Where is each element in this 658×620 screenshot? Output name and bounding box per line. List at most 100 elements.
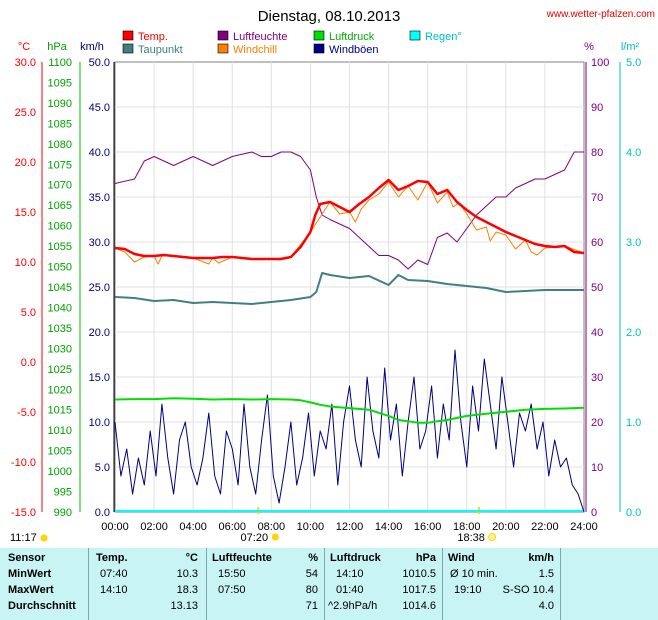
pressure-tick-label: 1070 [48, 180, 72, 192]
x-tick-label: 18:00 [453, 521, 481, 533]
x-tick-label: 10:00 [297, 521, 325, 533]
temp-tick-label: 10.0 [15, 257, 36, 269]
header-wind-unit: km/h [528, 552, 554, 564]
x-tick-label: 16:00 [414, 521, 442, 533]
series-luftfeuchte-line [114, 151, 584, 270]
temp-tick-label: 15.0 [15, 207, 36, 219]
temp-tick-label: 5.0 [21, 307, 36, 319]
pressure-tick-label: 1025 [48, 364, 72, 376]
humidity-value: 54 [305, 568, 318, 580]
x-tick-label: 14:00 [375, 521, 403, 533]
wind-tick-label: 5.0 [95, 462, 110, 474]
temp-tick-label: -10.0 [11, 457, 36, 469]
stats-row-max: MaxWert 14:10 18.3 07:50 80 01:40 1017.5… [0, 582, 658, 597]
x-tick-label: 08:00 [258, 521, 286, 533]
pressure-tick-label: 1080 [48, 139, 72, 151]
sunset-icon [488, 533, 497, 541]
rain-tick-label: 4.0 [626, 147, 641, 159]
column-divider [442, 548, 443, 620]
column-divider [88, 548, 89, 620]
row-label: MaxWert [8, 584, 54, 596]
header-pressure: Luftdruck [330, 552, 381, 564]
pressure-tick-label: 1100 [48, 57, 72, 69]
x-tick-label: 20:00 [492, 521, 520, 533]
header-humidity: Luftfeuchte [212, 552, 272, 564]
pressure-tick-label: 1060 [48, 221, 72, 233]
pressure-tick-label: 1090 [48, 98, 72, 110]
stats-header-row: Sensor Temp. °C Luftfeuchte % Luftdruck … [0, 550, 658, 565]
legend-swatch [313, 30, 325, 41]
wind-tick-label: 35.0 [89, 192, 110, 204]
temp-tick-label: -5.0 [17, 407, 36, 419]
pressure-tick-label: 1055 [48, 241, 72, 253]
humidity-time: 07:50 [218, 584, 246, 596]
pressure-tick-label: 1030 [48, 343, 72, 355]
x-tick-label: 00:00 [101, 521, 129, 533]
legend-swatch [122, 43, 134, 54]
pressure-tick-label: 1085 [48, 118, 72, 130]
pressure-axis-unit: hPa [47, 41, 67, 53]
series-temp-line [114, 178, 585, 261]
header-wind: Wind [448, 552, 475, 564]
wind-time: 19:10 [454, 584, 482, 596]
wind-time: Ø 10 min. [450, 568, 498, 580]
wind-value: S-SO 10.4 [502, 584, 554, 596]
temp-tick-label: -15.0 [11, 507, 36, 519]
x-tick-label: 04:00 [179, 521, 207, 533]
humidity-tick-label: 100 [591, 57, 609, 69]
x-tick-label: 12:00 [336, 521, 364, 533]
legend-swatch [313, 43, 325, 54]
humidity-tick-label: 80 [591, 147, 603, 159]
column-divider [206, 548, 207, 620]
humidity-value: 71 [305, 600, 318, 612]
pressure-tick-label: 1040 [48, 302, 72, 314]
pressure-tick-label: 1050 [48, 262, 72, 274]
stats-row-min: MinWert 07:40 10.3 15:50 54 14:10 1010.5… [0, 566, 658, 581]
humidity-tick-label: 40 [591, 327, 603, 339]
legend-label: Temp. [138, 31, 168, 43]
legend-label: Taupunkt [138, 44, 183, 56]
temp-axis-unit: °C [18, 41, 30, 53]
pressure-value: 1014.6 [402, 600, 436, 612]
temp-time: 14:10 [100, 584, 128, 596]
wind-value: 1.5 [538, 568, 554, 580]
daylength-sun-icon [40, 534, 48, 542]
pressure-time: 14:10 [336, 568, 364, 580]
humidity-axis-unit: % [584, 41, 594, 53]
legend-label: Regen° [425, 31, 462, 43]
pressure-tick-label: 1000 [48, 466, 72, 478]
legend-swatch [409, 30, 421, 41]
rain-tick-label: 1.0 [626, 417, 641, 429]
x-tick-label: 24:00 [570, 521, 598, 533]
sunrise-time: 07:20 [241, 532, 269, 544]
stats-row-avg: Durchschnitt 13.13 71 ^2.9hPa/h 1014.6 4… [0, 598, 658, 613]
pressure-value: 1017.5 [402, 584, 436, 596]
chart-title: Dienstag, 08.10.2013 [258, 8, 401, 25]
temp-tick-label: 0.0 [21, 357, 36, 369]
pressure-tick-label: 1020 [48, 384, 72, 396]
legend-label: Windböen [329, 44, 379, 56]
humidity-value: 80 [305, 584, 318, 596]
temp-value: 18.3 [176, 584, 198, 596]
temp-tick-label: 30.0 [15, 57, 36, 69]
wind-tick-label: 50.0 [89, 57, 110, 69]
wind-tick-label: 45.0 [89, 102, 110, 114]
temp-value: 10.3 [176, 568, 198, 580]
temp-tick-label: 20.0 [15, 157, 36, 169]
legend-label: Windchill [233, 44, 277, 56]
rain-axis-unit: l/m² [621, 41, 640, 53]
pressure-tick-label: 1010 [48, 425, 72, 437]
temp-tick-label: 25.0 [15, 107, 36, 119]
weather-chart: Dienstag, 08.10.2013 www.wetter-pfalzen.c… [10, 8, 655, 544]
series-windböen-line [114, 349, 585, 513]
source-label: www.wetter-pfalzen.com [546, 9, 655, 20]
legend-swatch [122, 30, 134, 41]
wind-tick-label: 10.0 [89, 417, 110, 429]
humidity-tick-label: 90 [591, 102, 603, 114]
x-tick-label: 06:00 [218, 521, 246, 533]
rain-tick-label: 5.0 [626, 57, 641, 69]
wind-tick-label: 30.0 [89, 237, 110, 249]
humidity-tick-label: 30 [591, 372, 603, 384]
sunset-time: 18:38 [457, 532, 485, 544]
pressure-tick-label: 1095 [48, 77, 72, 89]
